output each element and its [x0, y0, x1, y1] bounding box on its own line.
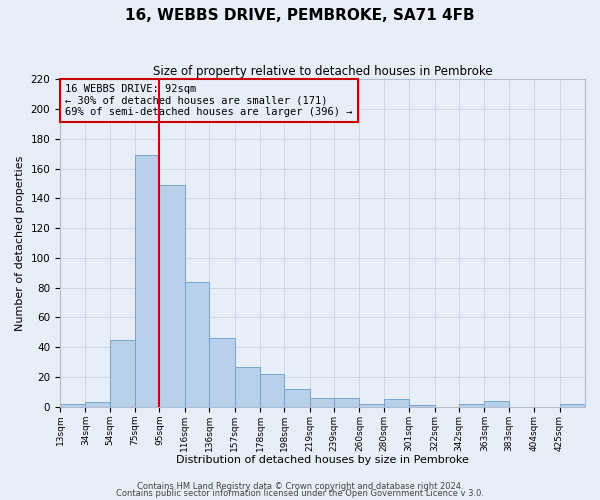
- Y-axis label: Number of detached properties: Number of detached properties: [15, 156, 25, 330]
- Bar: [409, 406, 434, 407]
- Bar: [334, 398, 359, 407]
- Text: 16, WEBBS DRIVE, PEMBROKE, SA71 4FB: 16, WEBBS DRIVE, PEMBROKE, SA71 4FB: [125, 8, 475, 22]
- Bar: [260, 374, 284, 407]
- Bar: [209, 338, 235, 407]
- Bar: [284, 389, 310, 407]
- Bar: [160, 185, 185, 407]
- Bar: [484, 401, 509, 407]
- Bar: [60, 404, 85, 407]
- Bar: [185, 282, 209, 407]
- Bar: [135, 155, 160, 407]
- Bar: [310, 398, 334, 407]
- Bar: [110, 340, 135, 407]
- Title: Size of property relative to detached houses in Pembroke: Size of property relative to detached ho…: [153, 65, 493, 78]
- Bar: [85, 402, 110, 407]
- Bar: [384, 400, 409, 407]
- Text: Contains public sector information licensed under the Open Government Licence v : Contains public sector information licen…: [116, 490, 484, 498]
- Text: 16 WEBBS DRIVE: 92sqm
← 30% of detached houses are smaller (171)
69% of semi-det: 16 WEBBS DRIVE: 92sqm ← 30% of detached …: [65, 84, 353, 117]
- Bar: [459, 404, 484, 407]
- Bar: [560, 404, 585, 407]
- X-axis label: Distribution of detached houses by size in Pembroke: Distribution of detached houses by size …: [176, 455, 469, 465]
- Bar: [359, 404, 384, 407]
- Bar: [235, 366, 260, 407]
- Text: Contains HM Land Registry data © Crown copyright and database right 2024.: Contains HM Land Registry data © Crown c…: [137, 482, 463, 491]
